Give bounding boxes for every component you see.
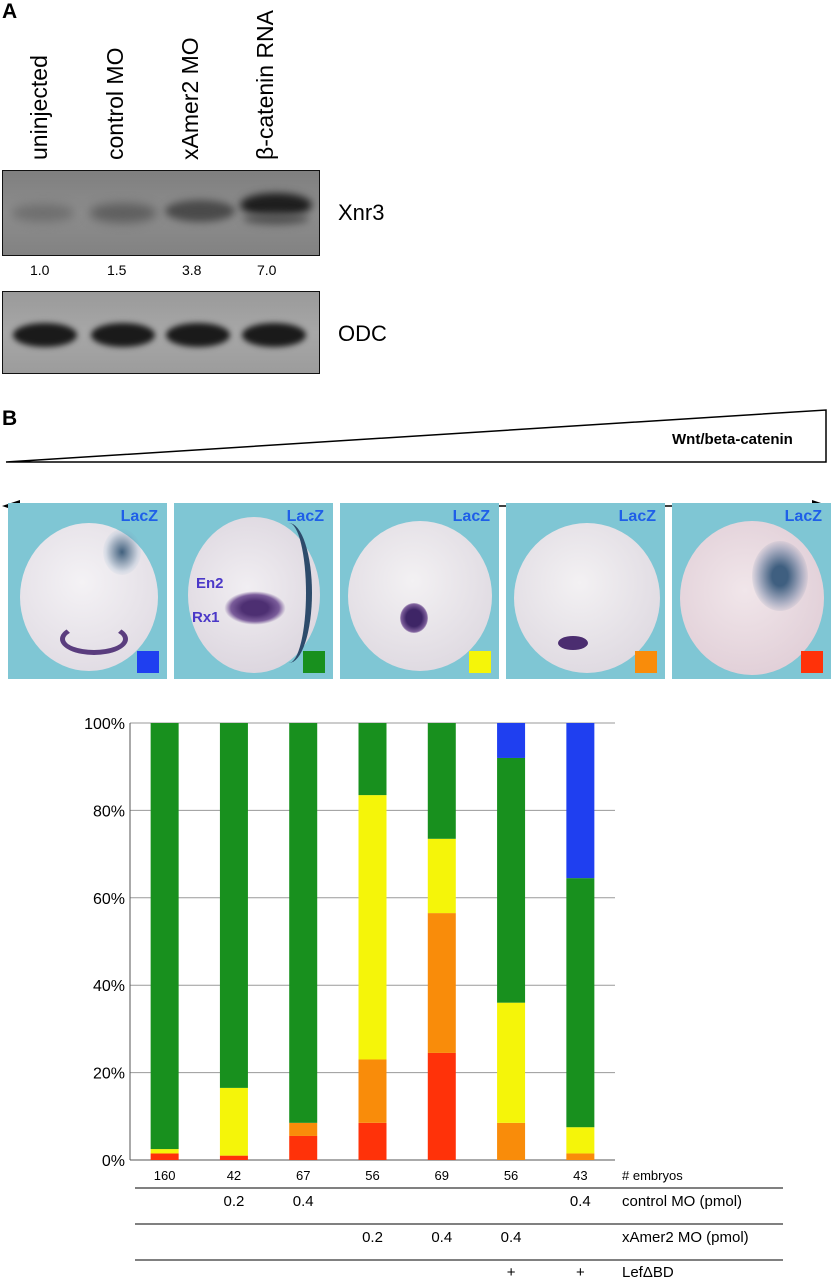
y-tick-label: 40% — [93, 978, 125, 995]
staining — [60, 623, 128, 655]
embryo — [514, 523, 660, 673]
embryo-image-2: En2 Rx1 LacZ — [174, 503, 333, 679]
bar-segment-red — [427, 1052, 456, 1160]
lacz-label: LacZ — [784, 508, 822, 525]
table-cell: + — [576, 1264, 585, 1280]
odc-label: ODC — [338, 321, 387, 346]
embryo-count: 160 — [154, 1168, 176, 1183]
bar-segment-yellow — [497, 1002, 526, 1123]
bar-segment-green — [150, 723, 179, 1150]
lacz-staining — [752, 541, 808, 611]
table-cell: 0.4 — [501, 1229, 522, 1246]
bar-segment-green — [427, 723, 456, 839]
table-cell: + — [507, 1264, 516, 1280]
xnr3-band-3 — [165, 200, 235, 222]
lacz-label: LacZ — [286, 508, 324, 525]
color-swatch-yellow — [469, 651, 491, 673]
quant-value-4: 7.0 — [257, 262, 277, 278]
wnt-gradient-wedge — [5, 409, 827, 463]
color-swatch-orange — [635, 651, 657, 673]
bar-segment-orange — [427, 913, 456, 1053]
embryo-count: 43 — [573, 1168, 587, 1183]
bar-segment-yellow — [427, 838, 456, 914]
panel-a-label: A — [2, 0, 18, 23]
xnr3-band-2 — [89, 203, 157, 223]
lacz-label: LacZ — [120, 508, 158, 525]
odc-band-3 — [166, 323, 230, 347]
bar-segment-green — [219, 723, 248, 1088]
embryo-count: 56 — [365, 1168, 379, 1183]
xnr3-band-4b — [243, 213, 309, 225]
xnr3-blot — [2, 170, 320, 256]
y-tick-label: 20% — [93, 1066, 125, 1083]
y-tick-label: 60% — [93, 891, 125, 908]
staining — [400, 603, 428, 633]
bar-segment-green — [289, 723, 318, 1123]
bar-segment-orange — [358, 1059, 387, 1123]
xnr3-band-1 — [11, 204, 75, 222]
embryo-count: 67 — [296, 1168, 310, 1183]
gene-label-rx1: Rx1 — [192, 609, 220, 626]
bar-segment-yellow — [358, 795, 387, 1060]
wnt-gradient-label: Wnt/beta-catenin — [672, 431, 793, 448]
bar-segment-red — [289, 1135, 318, 1160]
embryo-image-3: LacZ — [340, 503, 499, 679]
bar-segment-red — [219, 1155, 248, 1160]
gene-label-en2: En2 — [196, 575, 224, 592]
y-tick-label: 100% — [84, 716, 125, 733]
xnr3-label: Xnr3 — [338, 200, 385, 225]
embryo-image-1: LacZ — [8, 503, 167, 679]
bar-segment-orange — [497, 1122, 526, 1160]
staining — [558, 636, 588, 650]
table-cell: 0.2 — [362, 1229, 383, 1246]
bar-segment-yellow — [566, 1127, 595, 1154]
lacz-staining — [266, 523, 312, 663]
bar-segment-green — [358, 723, 387, 796]
y-tick-label: 80% — [93, 803, 125, 820]
bar-segment-yellow — [150, 1149, 179, 1154]
odc-band-4 — [242, 323, 306, 347]
table-cell: 0.4 — [293, 1193, 314, 1210]
table-row-label: xAmer2 MO (pmol) — [622, 1229, 749, 1246]
embryo-image-5: LacZ — [672, 503, 831, 679]
embryo-image-4: LacZ — [506, 503, 665, 679]
bar-segment-blue — [566, 723, 595, 879]
bar-segment-red — [150, 1153, 179, 1160]
color-swatch-blue — [137, 651, 159, 673]
embryo-count: 42 — [227, 1168, 241, 1183]
lacz-label: LacZ — [452, 508, 490, 525]
lacz-label: LacZ — [618, 508, 656, 525]
quant-value-2: 1.5 — [107, 262, 127, 278]
bar-segment-yellow — [219, 1087, 248, 1156]
bar-segment-green — [566, 878, 595, 1128]
table-row-label: control MO (pmol) — [622, 1193, 742, 1210]
table-row-label: LefΔBD — [622, 1264, 674, 1280]
odc-blot — [2, 291, 320, 374]
bar-segment-green — [497, 757, 526, 1003]
odc-band-2 — [91, 323, 155, 347]
lacz-staining — [103, 529, 141, 575]
bar-segment-orange — [289, 1122, 318, 1136]
panel-b-label: B — [2, 407, 18, 430]
color-swatch-red — [801, 651, 823, 673]
table-cell: 0.2 — [223, 1193, 244, 1210]
bar-segment-orange — [566, 1153, 595, 1160]
embryo — [348, 521, 492, 671]
bar-segment-red — [358, 1122, 387, 1160]
odc-band-1 — [13, 323, 77, 347]
bar-segment-blue — [497, 723, 526, 758]
y-tick-label: 0% — [102, 1153, 125, 1170]
embryo-count: 69 — [435, 1168, 449, 1183]
table-cell: 0.4 — [570, 1193, 591, 1210]
color-swatch-green — [303, 651, 325, 673]
table-cell: 0.4 — [431, 1229, 452, 1246]
embryo-count: 56 — [504, 1168, 518, 1183]
quant-value-3: 3.8 — [182, 262, 202, 278]
embryo-count-label: # embryos — [622, 1168, 683, 1183]
quant-value-1: 1.0 — [30, 262, 50, 278]
